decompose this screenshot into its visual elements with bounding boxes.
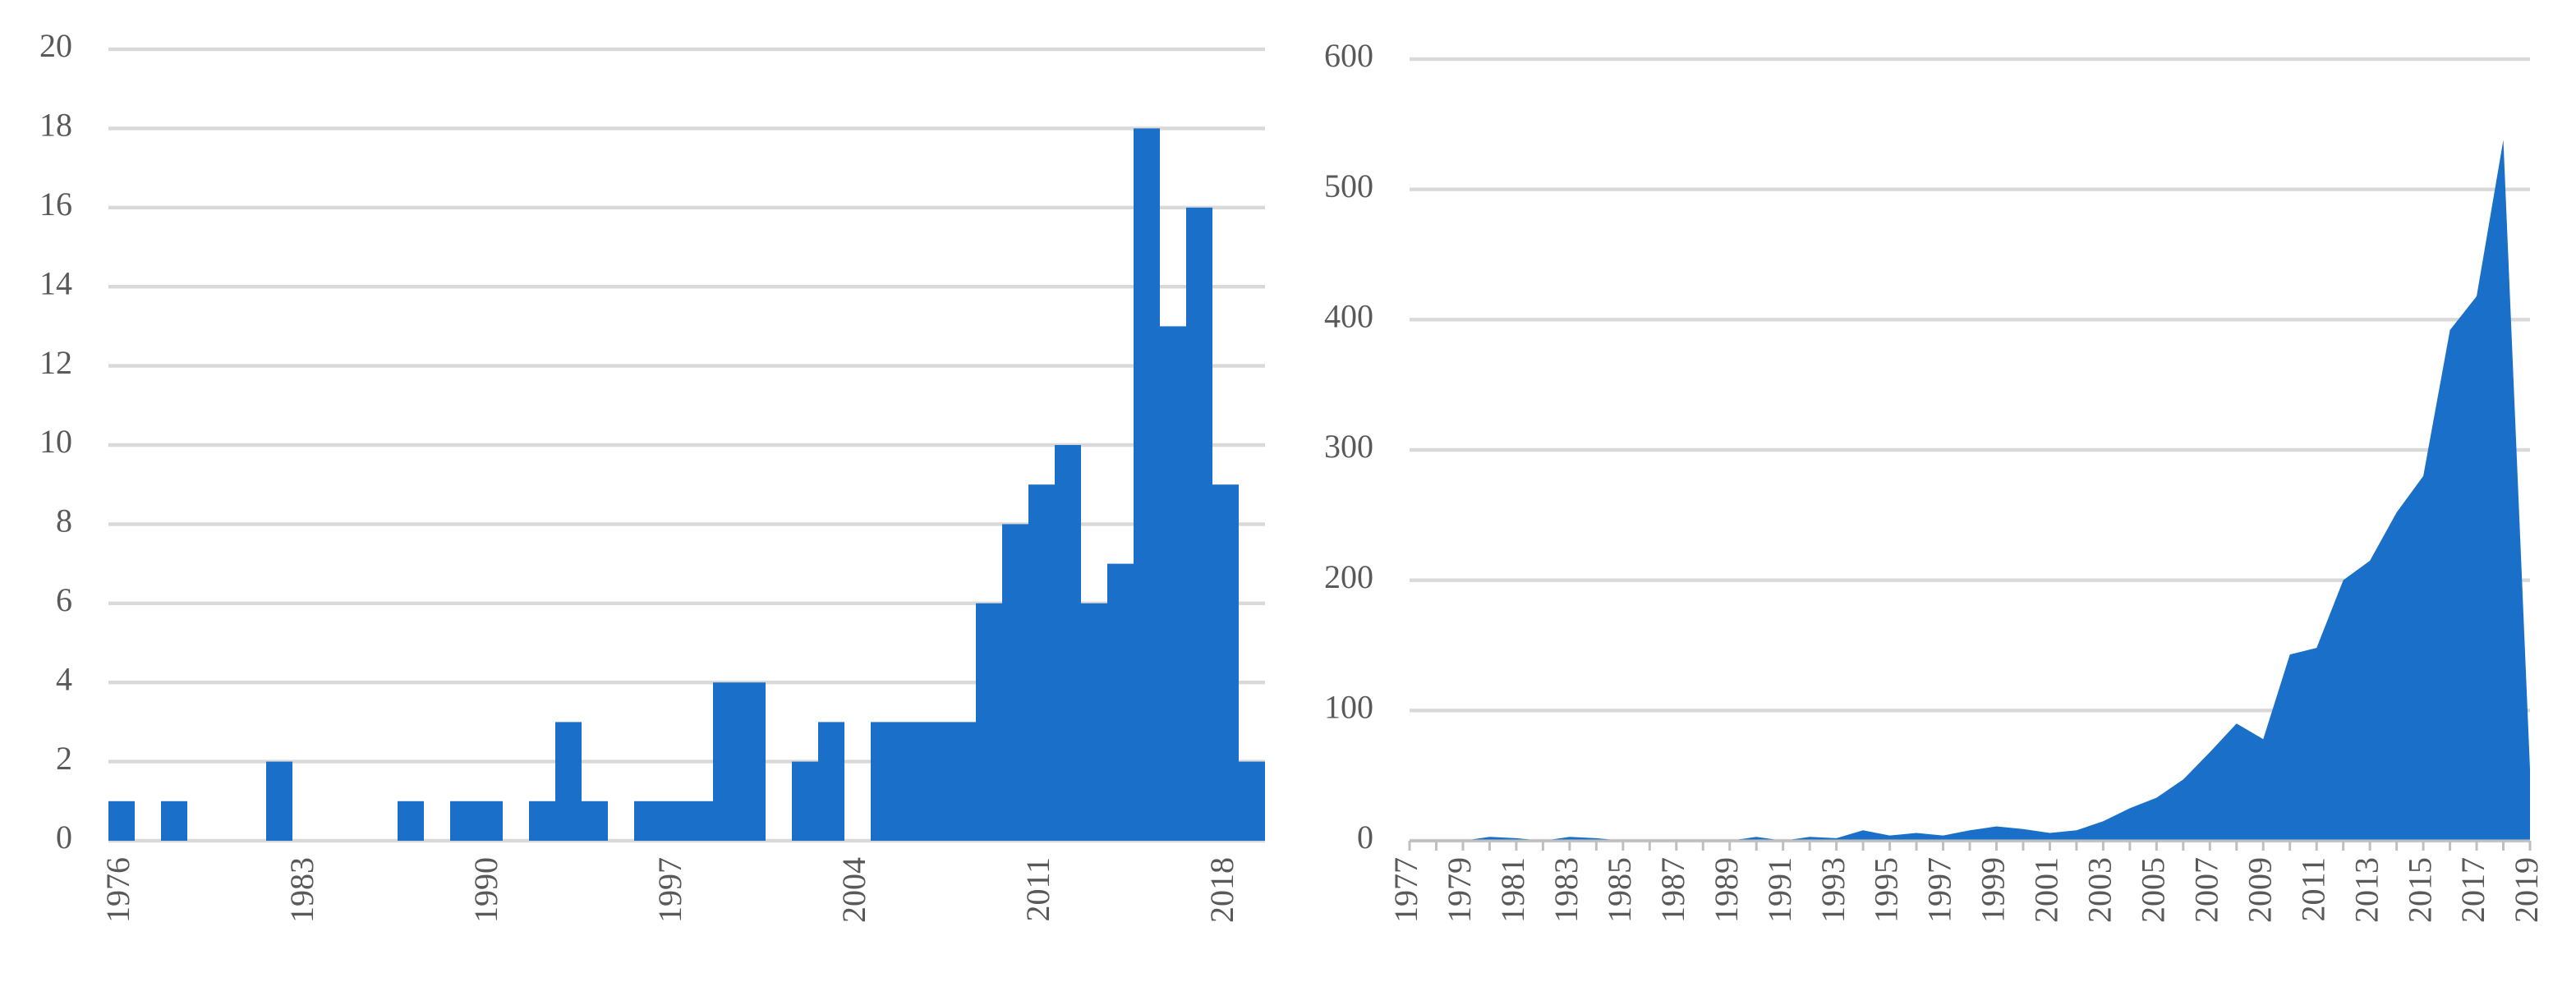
bar bbox=[897, 722, 923, 841]
x-tick-label: 1981 bbox=[1494, 857, 1531, 923]
bar bbox=[1028, 484, 1055, 841]
y-tick-label: 12 bbox=[39, 344, 72, 381]
y-tick-label: 2 bbox=[56, 740, 72, 777]
bar bbox=[582, 801, 608, 841]
bar bbox=[660, 801, 687, 841]
x-tick-label: 1977 bbox=[1387, 857, 1424, 923]
y-tick-label: 18 bbox=[39, 107, 72, 144]
x-tick-label: 1997 bbox=[651, 857, 688, 923]
x-tick-label: 2015 bbox=[2401, 857, 2438, 923]
bar bbox=[1107, 563, 1134, 841]
bar bbox=[687, 801, 713, 841]
bar bbox=[923, 722, 950, 841]
bar bbox=[950, 722, 976, 841]
bar bbox=[871, 722, 897, 841]
bar bbox=[161, 801, 187, 841]
x-tick-label: 1997 bbox=[1921, 857, 1958, 923]
y-tick-label: 0 bbox=[56, 819, 72, 856]
x-tick-label: 1995 bbox=[1868, 857, 1905, 923]
bar bbox=[398, 801, 424, 841]
bar bbox=[529, 801, 555, 841]
y-tick-label: 200 bbox=[1324, 558, 1373, 595]
x-tick-label: 2003 bbox=[2082, 857, 2118, 923]
bar bbox=[739, 682, 766, 841]
x-tick-label: 1990 bbox=[467, 857, 504, 923]
x-tick-label: 1993 bbox=[1815, 857, 1852, 923]
bar bbox=[450, 801, 476, 841]
x-tick-label: 1987 bbox=[1654, 857, 1691, 923]
x-tick-label: 1999 bbox=[1975, 857, 2012, 923]
bar bbox=[634, 801, 660, 841]
x-tick-label: 1983 bbox=[283, 857, 320, 923]
bar bbox=[555, 722, 582, 841]
bar bbox=[1212, 484, 1239, 841]
x-tick-label: 2011 bbox=[1019, 857, 1056, 922]
y-tick-label: 16 bbox=[39, 186, 72, 223]
y-tick-label: 0 bbox=[1357, 819, 1373, 856]
x-tick-label: 2007 bbox=[2187, 857, 2224, 923]
y-tick-label: 300 bbox=[1324, 428, 1373, 465]
x-tick-label: 2011 bbox=[2294, 857, 2331, 922]
x-tick-label: 2001 bbox=[2028, 857, 2065, 923]
bar bbox=[1002, 524, 1028, 841]
x-tick-label: 1976 bbox=[99, 857, 136, 923]
bar bbox=[108, 801, 135, 841]
bar bbox=[1239, 761, 1265, 841]
y-tick-label: 400 bbox=[1324, 298, 1373, 335]
bar bbox=[818, 722, 844, 841]
bar bbox=[1055, 445, 1081, 841]
bar bbox=[792, 761, 818, 841]
x-tick-label: 2018 bbox=[1203, 857, 1240, 923]
x-tick-label: 1979 bbox=[1441, 857, 1478, 923]
x-tick-label: 1991 bbox=[1761, 857, 1798, 923]
x-tick-label: 2004 bbox=[835, 857, 872, 923]
x-tick-label: 1983 bbox=[1548, 857, 1585, 923]
y-tick-label: 10 bbox=[39, 423, 72, 460]
x-tick-label: 2017 bbox=[2454, 857, 2491, 923]
bar bbox=[1081, 603, 1107, 841]
y-tick-label: 6 bbox=[56, 581, 72, 618]
x-tick-label: 1985 bbox=[1601, 857, 1638, 923]
area bbox=[1410, 140, 2530, 841]
y-tick-label: 4 bbox=[56, 660, 72, 697]
x-tick-label: 2005 bbox=[2135, 857, 2172, 923]
bar bbox=[266, 761, 292, 841]
bar bbox=[713, 682, 739, 841]
x-tick-label: 2013 bbox=[2348, 857, 2385, 923]
y-tick-label: 14 bbox=[39, 264, 72, 301]
bar bbox=[1134, 128, 1160, 841]
bar bbox=[976, 603, 1002, 841]
y-tick-label: 8 bbox=[56, 502, 72, 539]
bar bbox=[1186, 207, 1212, 842]
x-tick-label: 2009 bbox=[2241, 857, 2278, 923]
bar bbox=[476, 801, 503, 841]
x-tick-label: 2019 bbox=[2508, 857, 2545, 923]
y-tick-label: 20 bbox=[39, 27, 72, 64]
bar bbox=[1160, 326, 1186, 841]
x-tick-label: 1989 bbox=[1708, 857, 1745, 923]
y-tick-label: 500 bbox=[1324, 167, 1373, 204]
y-tick-label: 600 bbox=[1324, 37, 1373, 74]
y-tick-label: 100 bbox=[1324, 689, 1373, 726]
